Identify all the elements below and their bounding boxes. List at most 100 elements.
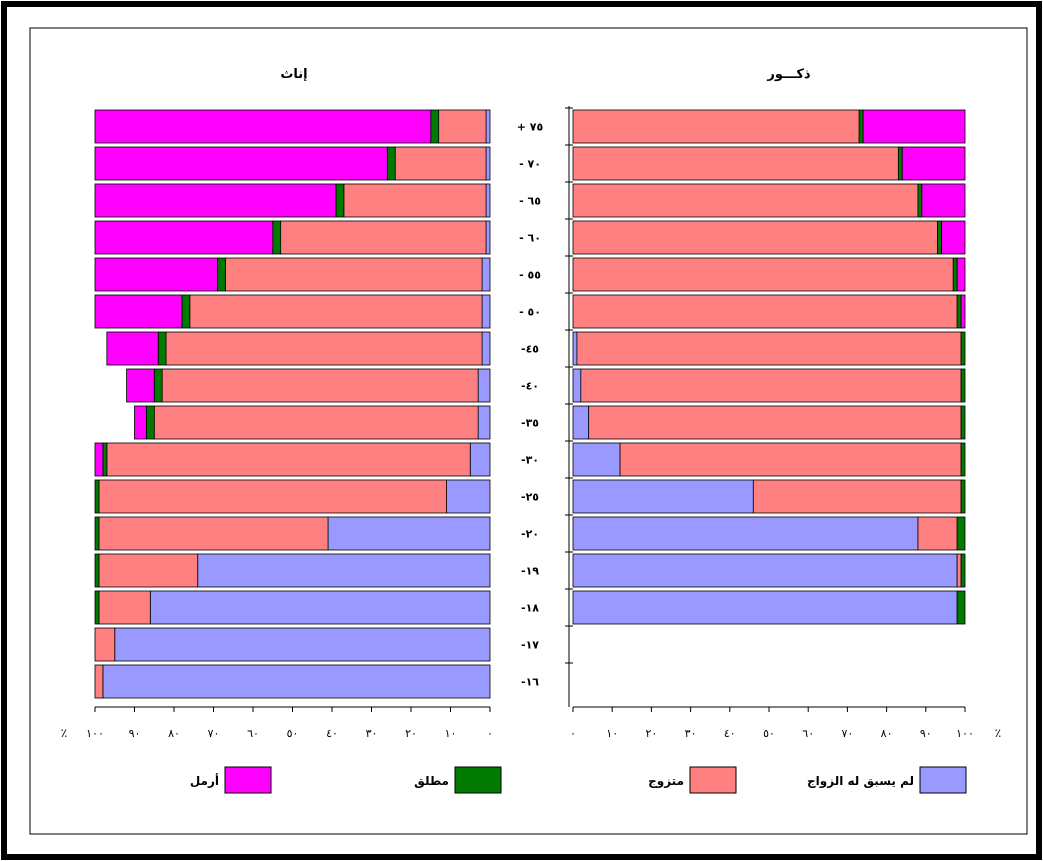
male-bar-married-9 xyxy=(619,442,962,477)
male-panel-title: ذكـــور xyxy=(766,67,811,82)
male-bar-divorced-7 xyxy=(960,368,966,403)
female-bar-widowed-6 xyxy=(106,331,159,366)
female-bar-never-7 xyxy=(477,368,491,403)
age-label-7: -٤٠ xyxy=(521,380,539,393)
female-bar-divorced-9 xyxy=(102,442,108,477)
female-tick-label-6: ٦٠ xyxy=(247,727,259,740)
legend-label-married: متزوج xyxy=(648,774,684,789)
age-label-12: -١٩ xyxy=(521,565,539,578)
female-bar-divorced-13 xyxy=(94,590,100,625)
male-bar-never-7 xyxy=(572,368,582,403)
male-bar-married-11 xyxy=(917,516,958,551)
female-bar-widowed-0 xyxy=(94,109,432,144)
male-bar-married-6 xyxy=(576,331,962,366)
female-bar-never-14 xyxy=(114,627,491,662)
female-tick-label-0: ٠ xyxy=(487,727,493,740)
female-bar-never-13 xyxy=(149,590,491,625)
male-tick-label-7: ٧٠ xyxy=(841,727,853,740)
male-bar-divorced-4 xyxy=(952,257,958,292)
male-tick-label-9: ٩٠ xyxy=(920,727,932,740)
male-bar-never-6 xyxy=(572,331,578,366)
female-bar-divorced-1 xyxy=(386,146,396,181)
male-bar-married-2 xyxy=(572,183,919,218)
male-tick-label-10: ١٠٠ xyxy=(956,727,974,740)
age-label-9: -٣٠ xyxy=(521,454,539,467)
male-bar-widowed-0 xyxy=(862,109,966,144)
male-bar-never-10 xyxy=(572,479,754,514)
female-bar-divorced-0 xyxy=(430,109,440,144)
age-label-13: -١٨ xyxy=(521,602,539,615)
female-bar-widowed-9 xyxy=(94,442,104,477)
male-bar-married-10 xyxy=(752,479,962,514)
female-bar-married-14 xyxy=(94,627,116,662)
age-label-4: - ٥٥ xyxy=(519,269,541,282)
age-label-15: -١٦ xyxy=(521,676,539,689)
age-label-2: - ٦٥ xyxy=(519,195,541,208)
male-bar-widowed-1 xyxy=(901,146,966,181)
age-label-5: - ٥٠ xyxy=(519,306,541,319)
female-bar-never-5 xyxy=(481,294,491,329)
female-bar-divorced-2 xyxy=(335,183,345,218)
male-bar-divorced-0 xyxy=(858,109,864,144)
female-bar-married-7 xyxy=(161,368,479,403)
female-tick-label-5: ٥٠ xyxy=(287,727,299,740)
male-tick-label-2: ٢٠ xyxy=(645,727,657,740)
female-bar-married-10 xyxy=(98,479,447,514)
female-axis: ٠ ١٠ ٢٠ ٣٠ ٤٠ ٥٠ ٦٠ ٧٠ ٨٠ ٩٠ ١٠٠ xyxy=(86,706,493,740)
female-bar-married-2 xyxy=(343,183,487,218)
female-bar-divorced-5 xyxy=(181,294,191,329)
legend-swatch-never xyxy=(919,766,967,794)
age-label-10: -٢٥ xyxy=(521,491,539,504)
female-bar-married-15 xyxy=(94,664,104,699)
male-tick-label-4: ٤٠ xyxy=(724,727,736,740)
female-bar-divorced-10 xyxy=(94,479,100,514)
male-bar-divorced-9 xyxy=(960,442,966,477)
female-tick-label-4: ٤٠ xyxy=(326,727,338,740)
female-bar-divorced-4 xyxy=(217,257,226,292)
male-bar-widowed-3 xyxy=(941,220,966,255)
male-bar-married-1 xyxy=(572,146,899,181)
male-bar-married-8 xyxy=(588,405,962,440)
female-bar-married-1 xyxy=(394,146,487,181)
male-bar-divorced-13 xyxy=(956,590,966,625)
female-bar-widowed-1 xyxy=(94,146,388,181)
female-bar-widowed-4 xyxy=(94,257,218,292)
female-bar-married-6 xyxy=(165,331,483,366)
female-bar-married-8 xyxy=(153,405,479,440)
female-bar-married-9 xyxy=(106,442,471,477)
female-bar-divorced-6 xyxy=(157,331,167,366)
female-tick-label-1: ١٠ xyxy=(445,727,457,740)
female-bar-never-8 xyxy=(477,405,491,440)
female-bar-never-10 xyxy=(446,479,491,514)
female-bar-married-5 xyxy=(189,294,483,329)
female-tick-label-8: ٨٠ xyxy=(168,727,180,740)
female-bar-never-15 xyxy=(102,664,491,699)
female-bar-married-12 xyxy=(98,553,199,588)
male-tick-label-1: ١٠ xyxy=(606,727,618,740)
female-bar-never-3 xyxy=(485,220,491,255)
male-bar-widowed-4 xyxy=(956,257,966,292)
female-bar-widowed-2 xyxy=(94,183,337,218)
female-bar-divorced-11 xyxy=(94,516,100,551)
legend-swatch-married xyxy=(689,766,737,794)
legend-label-divorced: مطلق xyxy=(414,774,449,788)
male-tick-label-3: ٣٠ xyxy=(685,727,697,740)
male-axis: ٠ ١٠ ٢٠ ٣٠ ٤٠ ٥٠ ٦٠ ٧٠ ٨٠ ٩٠ ١٠٠ xyxy=(570,706,974,740)
male-bar-divorced-2 xyxy=(917,183,923,218)
female-bar-divorced-3 xyxy=(272,220,282,255)
male-bar-never-13 xyxy=(572,590,958,625)
age-label-3: - ٦٠ xyxy=(519,232,541,245)
female-bar-never-4 xyxy=(481,257,491,292)
male-bar-widowed-5 xyxy=(960,294,966,329)
female-bar-married-4 xyxy=(224,257,483,292)
female-bar-widowed-7 xyxy=(126,368,155,403)
age-label-6: -٤٥ xyxy=(521,343,539,356)
male-tick-label-0: ٠ xyxy=(570,727,576,740)
female-tick-label-10: ١٠٠ xyxy=(86,727,104,740)
inner-border xyxy=(29,27,1028,835)
male-tick-label-6: ٦٠ xyxy=(802,727,814,740)
male-bar-divorced-3 xyxy=(937,220,942,255)
male-bar-divorced-1 xyxy=(897,146,903,181)
male-tick-label-5: ٥٠ xyxy=(763,727,775,740)
female-bar-never-12 xyxy=(197,553,491,588)
